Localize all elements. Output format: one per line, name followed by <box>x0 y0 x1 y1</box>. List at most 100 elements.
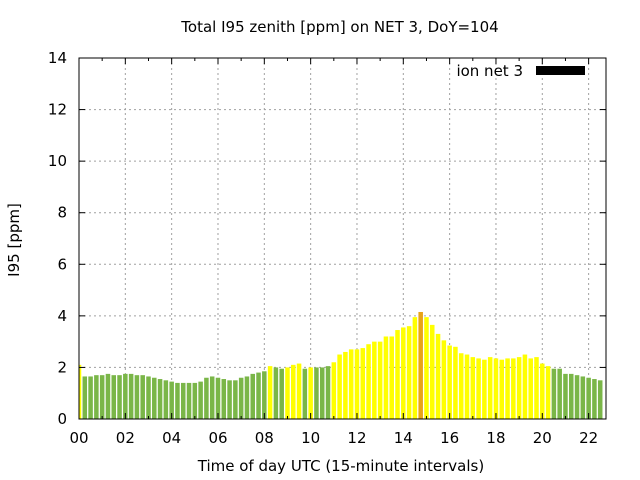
y-tick-label: 12 <box>48 101 67 119</box>
bar <box>586 377 591 419</box>
bar <box>563 373 568 419</box>
bar <box>82 376 88 419</box>
bar <box>117 375 122 419</box>
bar <box>487 357 493 419</box>
bar <box>383 336 389 419</box>
bar <box>152 377 157 419</box>
bar <box>331 362 337 419</box>
bar <box>175 382 180 419</box>
bar <box>291 364 296 419</box>
bar <box>540 363 545 419</box>
bar <box>105 373 111 419</box>
bar <box>545 366 551 419</box>
bar <box>482 359 487 419</box>
bar <box>279 368 284 419</box>
grid <box>79 58 606 419</box>
x-tick-labels: 00 02 04 06 08 10 12 14 16 18 20 22 <box>69 429 598 447</box>
x-tick-label: 00 <box>69 429 88 447</box>
bar <box>209 376 215 419</box>
x-axis-title: Time of day UTC (15-minute intervals) <box>197 457 484 475</box>
x-tick-label: 22 <box>579 429 598 447</box>
bar <box>418 311 423 419</box>
bar <box>111 375 117 419</box>
bar <box>453 346 458 419</box>
bar <box>296 363 302 419</box>
bar <box>557 368 562 419</box>
bar <box>458 353 464 419</box>
bar <box>412 317 418 419</box>
x-tick-label: 08 <box>255 429 274 447</box>
legend: ion net 3 <box>456 62 585 80</box>
y-tick-label: 6 <box>57 255 67 273</box>
bar <box>447 345 452 419</box>
bar <box>551 368 557 419</box>
bar <box>273 367 279 419</box>
bar <box>389 336 394 419</box>
bar <box>285 367 290 419</box>
bar <box>134 375 140 419</box>
bar <box>372 341 377 419</box>
bar <box>597 380 603 419</box>
bar <box>186 382 192 419</box>
y-tick-label: 0 <box>57 410 67 428</box>
bar <box>441 340 447 419</box>
x-tick-label: 18 <box>486 429 505 447</box>
bar <box>94 375 99 419</box>
bar <box>366 344 371 419</box>
bar <box>198 381 203 419</box>
bar <box>325 366 331 419</box>
bar <box>233 380 238 419</box>
bar <box>221 379 227 419</box>
bar <box>79 364 82 419</box>
bar <box>464 354 470 419</box>
bar <box>511 358 516 419</box>
bar <box>516 357 522 419</box>
bar <box>401 327 406 419</box>
x-tick-label: 12 <box>347 429 366 447</box>
legend-swatch <box>536 66 585 75</box>
bar <box>256 372 261 419</box>
y-tick-label: 4 <box>57 307 67 325</box>
bar <box>406 326 412 419</box>
y-tick-labels: 0 2 4 6 8 10 12 14 <box>48 49 67 428</box>
x-tick-label: 04 <box>162 429 181 447</box>
x-tick-label: 10 <box>301 429 320 447</box>
bar <box>360 348 366 419</box>
bar <box>302 368 308 419</box>
bar <box>146 376 151 419</box>
bar <box>470 357 476 419</box>
y-axis-title: I95 [ppm] <box>5 203 23 277</box>
y-tick-label: 14 <box>48 49 67 67</box>
bar <box>337 354 342 419</box>
bar <box>534 357 539 419</box>
bar <box>128 373 134 419</box>
y-tick-label: 8 <box>57 204 67 222</box>
bar <box>99 375 105 419</box>
x-tick-label: 06 <box>208 429 227 447</box>
bar <box>88 376 93 419</box>
bar <box>430 324 435 419</box>
bar <box>169 381 174 419</box>
bar <box>244 376 250 419</box>
bar <box>123 373 128 419</box>
bar <box>238 377 244 419</box>
bar <box>204 377 209 419</box>
bar <box>314 367 319 419</box>
bar <box>215 377 221 419</box>
bar <box>476 358 481 419</box>
bar <box>528 358 533 419</box>
bar <box>493 358 499 419</box>
bar <box>580 376 586 419</box>
bar <box>227 380 232 419</box>
bar <box>592 379 597 419</box>
bar <box>163 380 169 419</box>
bar <box>267 366 273 419</box>
legend-label: ion net 3 <box>456 62 523 80</box>
bar <box>499 359 505 419</box>
x-tick-label: 14 <box>394 429 413 447</box>
ticks <box>78 57 606 420</box>
bar <box>319 367 325 419</box>
bars <box>79 311 603 419</box>
bar <box>395 330 400 419</box>
